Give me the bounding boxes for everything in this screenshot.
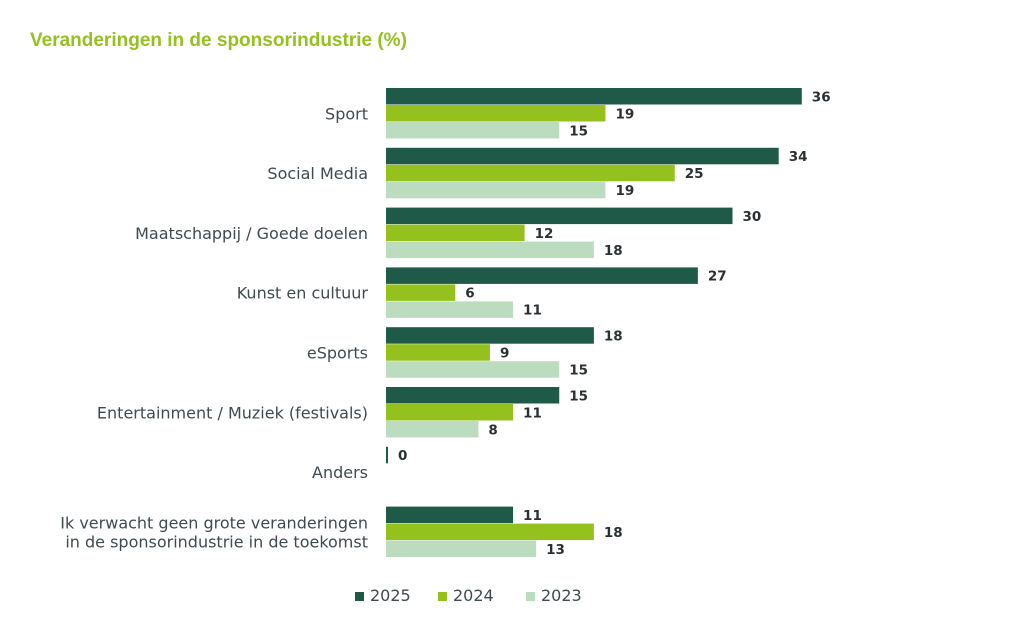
category-label: eSports — [307, 343, 368, 362]
data-label-2023: 19 — [615, 183, 634, 199]
bar-2025 — [386, 327, 594, 344]
bar-2023 — [386, 241, 594, 259]
data-label-2023: 18 — [604, 243, 623, 259]
bar-2025 — [386, 387, 560, 404]
bar-2023 — [386, 181, 606, 199]
data-label-2024: 6 — [465, 286, 474, 302]
bar-2024 — [386, 164, 675, 182]
data-label-2025: 27 — [708, 269, 727, 285]
bar-2023 — [386, 540, 537, 558]
data-label-2024: 12 — [535, 226, 554, 242]
data-label-2025: 36 — [812, 89, 831, 105]
data-label-2024: 9 — [500, 345, 509, 361]
chart-title: Veranderingen in de sponsorindustrie (%) — [30, 30, 407, 51]
legend-label-2025: 2025 — [370, 586, 411, 605]
category-label: Ik verwacht geen grote veranderingen in d… — [60, 513, 368, 551]
bar-2025 — [386, 506, 514, 524]
bar-2023 — [386, 421, 479, 438]
data-label-2025: 15 — [569, 388, 588, 404]
category-label: Kunst en cultuur — [237, 284, 369, 303]
legend-swatch-2024 — [438, 592, 447, 601]
bar-2025 — [386, 88, 802, 105]
data-label-2023: 15 — [569, 123, 588, 139]
bar-2024 — [386, 344, 490, 361]
bar-2024 — [386, 105, 606, 122]
data-label-2025: 18 — [604, 328, 623, 344]
bar-2025 — [386, 207, 733, 225]
bar-2025 — [386, 147, 779, 165]
data-label-2025: 11 — [523, 508, 542, 524]
legend-swatch-2025 — [355, 592, 364, 601]
data-label-2024: 25 — [685, 166, 704, 182]
category-label: Sport — [325, 104, 368, 123]
legend-swatch-2023 — [526, 592, 535, 601]
bar-2024 — [386, 523, 594, 541]
data-label-2025: 30 — [743, 209, 762, 225]
data-label-2025: 0 — [398, 448, 407, 464]
bar-2024 — [386, 284, 456, 301]
data-label-2024: 19 — [615, 106, 634, 122]
category-label: Entertainment / Muziek (festivals) — [97, 403, 368, 422]
data-label-2023: 11 — [523, 303, 542, 319]
bar-2024 — [386, 224, 525, 242]
data-label-2024: 18 — [604, 525, 623, 541]
data-label-2023: 13 — [546, 542, 565, 558]
data-label-2023: 8 — [488, 422, 497, 438]
data-label-2024: 11 — [523, 405, 542, 421]
legend-label-2024: 2024 — [453, 586, 494, 605]
bar-2024 — [386, 404, 514, 421]
bar-2023 — [386, 301, 514, 318]
bar-2023 — [386, 122, 560, 139]
data-label-2023: 15 — [569, 362, 588, 378]
data-label-2025: 34 — [789, 149, 808, 165]
category-label: Anders — [312, 463, 368, 482]
bar-2023 — [386, 361, 560, 378]
legend-label-2023: 2023 — [541, 586, 582, 605]
bar-2025 — [386, 267, 698, 284]
category-label: Social Media — [267, 164, 368, 183]
bar-2025 — [386, 446, 388, 464]
category-label: Maatschappij / Goede doelen — [135, 224, 368, 243]
